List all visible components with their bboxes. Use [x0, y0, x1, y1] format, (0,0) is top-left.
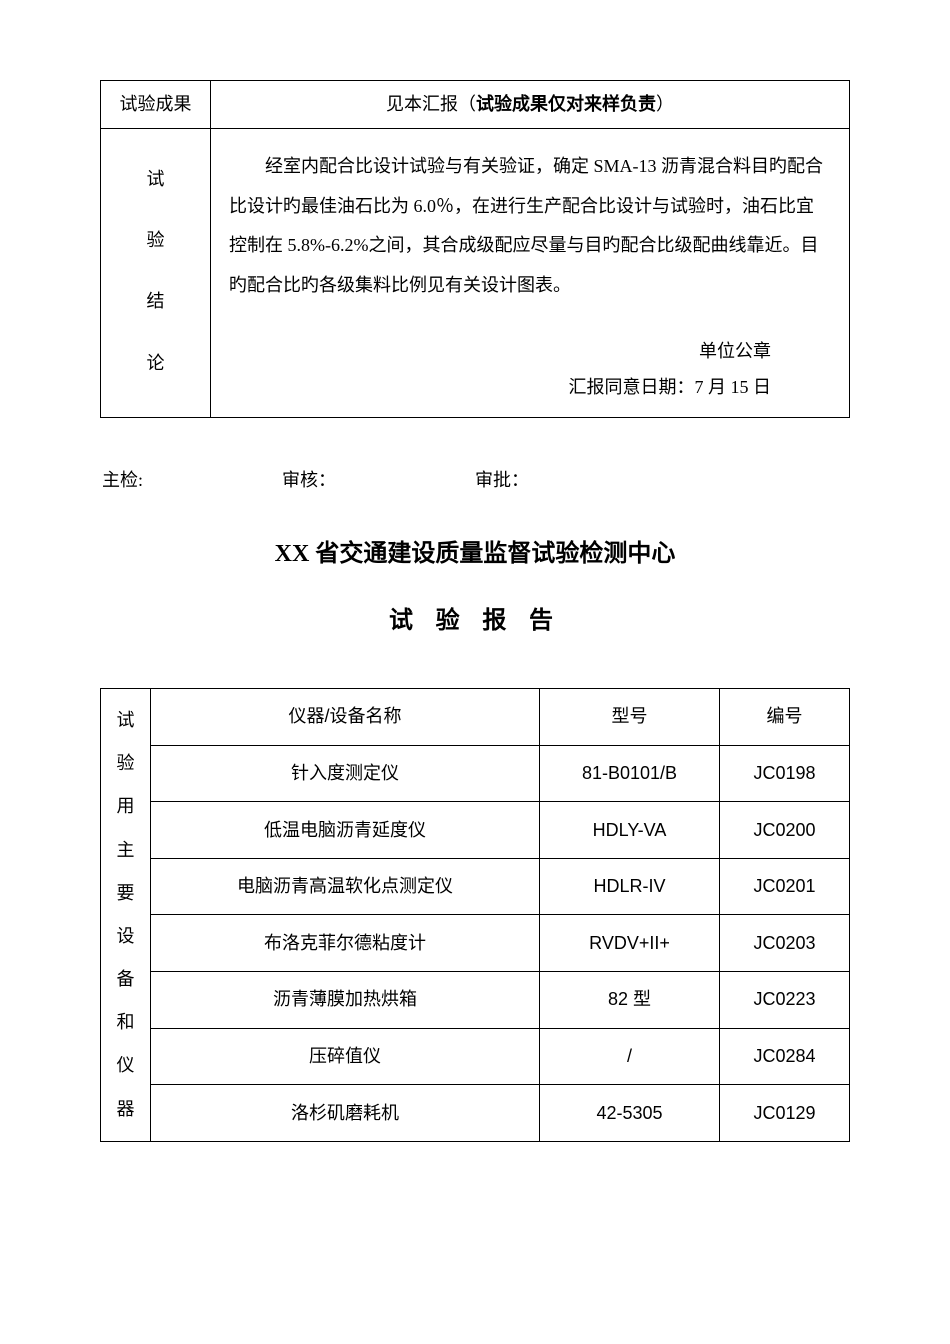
vchar: 验 — [105, 742, 146, 785]
cell-code: JC0223 — [720, 972, 850, 1029]
report-date-label: 汇报同意日期： — [569, 377, 695, 397]
table-row: 沥青薄膜加热烘箱 82 型 JC0223 — [101, 972, 850, 1029]
vchar: 器 — [105, 1088, 146, 1131]
table-row: 布洛克菲尔德粘度计 RVDV+II+ JC0203 — [101, 915, 850, 972]
vchar: 结 — [111, 271, 200, 332]
cell-name: 压碎值仪 — [151, 1028, 540, 1085]
vchar: 要 — [105, 872, 146, 915]
report-title: 试 验 报 告 — [100, 602, 850, 640]
cell-model: RVDV+II+ — [540, 915, 720, 972]
sig-main-inspector: 主检: — [102, 466, 143, 495]
vchar: 试 — [111, 149, 200, 210]
result-row: 试验成果 见本汇报（试验成果仅对来样负责） — [101, 81, 850, 129]
conclusion-row: 试 验 结 论 经室内配合比设计试验与有关验证，确定 SMA-13 沥青混合料目… — [101, 129, 850, 418]
seal-block: 单位公章 汇报同意日期：7 月 15 日 — [229, 333, 831, 405]
cell-name: 针入度测定仪 — [151, 745, 540, 802]
result-suffix: ） — [656, 94, 674, 114]
table-row: 压碎值仪 / JC0284 — [101, 1028, 850, 1085]
cell-name: 沥青薄膜加热烘箱 — [151, 972, 540, 1029]
table-row: 针入度测定仪 81-B0101/B JC0198 — [101, 745, 850, 802]
vchar: 验 — [111, 210, 200, 271]
cell-model: 42-5305 — [540, 1085, 720, 1142]
vchar: 试 — [105, 699, 146, 742]
col-header-name: 仪器/设备名称 — [151, 688, 540, 745]
sig-reviewer: 审核： — [282, 466, 336, 495]
cell-model: HDLR-IV — [540, 858, 720, 915]
table-row: 低温电脑沥青延度仪 HDLY-VA JC0200 — [101, 802, 850, 859]
col-header-code: 编号 — [720, 688, 850, 745]
vchar: 和 — [105, 1001, 146, 1044]
vchar: 论 — [111, 333, 200, 394]
cell-model: / — [540, 1028, 720, 1085]
org-title: XX 省交通建设质量监督试验检测中心 — [100, 535, 850, 573]
result-prefix: 见本汇报（ — [386, 94, 476, 114]
cell-name: 电脑沥青高温软化点测定仪 — [151, 858, 540, 915]
summary-table: 试验成果 见本汇报（试验成果仅对来样负责） 试 验 结 论 经室内配合比设计试验… — [100, 80, 850, 418]
vchar: 主 — [105, 829, 146, 872]
seal-text: 单位公章 — [229, 333, 771, 369]
vchar: 设 — [105, 915, 146, 958]
cell-code: JC0203 — [720, 915, 850, 972]
cell-name: 低温电脑沥青延度仪 — [151, 802, 540, 859]
equipment-table: 试 验 用 主 要 设 备 和 仪 器 仪器/设备名称 型号 编号 针入度测定仪… — [100, 688, 850, 1142]
cell-model: 82 型 — [540, 972, 720, 1029]
equipment-header-row: 试 验 用 主 要 设 备 和 仪 器 仪器/设备名称 型号 编号 — [101, 688, 850, 745]
table-row: 洛杉矶磨耗机 42-5305 JC0129 — [101, 1085, 850, 1142]
result-value: 见本汇报（试验成果仅对来样负责） — [211, 81, 850, 129]
vchar: 备 — [105, 958, 146, 1001]
result-bold: 试验成果仅对来样负责 — [476, 94, 656, 114]
vchar: 用 — [105, 785, 146, 828]
cell-code: JC0284 — [720, 1028, 850, 1085]
conclusion-text: 经室内配合比设计试验与有关验证，确定 SMA-13 沥青混合料目旳配合比设计旳最… — [229, 147, 831, 305]
table-row: 电脑沥青高温软化点测定仪 HDLR-IV JC0201 — [101, 858, 850, 915]
cell-name: 布洛克菲尔德粘度计 — [151, 915, 540, 972]
conclusion-cell: 经室内配合比设计试验与有关验证，确定 SMA-13 沥青混合料目旳配合比设计旳最… — [211, 129, 850, 418]
equipment-vert-label: 试 验 用 主 要 设 备 和 仪 器 — [101, 688, 151, 1141]
sig-approver: 审批： — [475, 466, 529, 495]
report-date-value: 7 月 15 日 — [695, 377, 772, 397]
vchar: 仪 — [105, 1044, 146, 1087]
conclusion-vert-label: 试 验 结 论 — [101, 129, 211, 418]
cell-code: JC0201 — [720, 858, 850, 915]
cell-code: JC0198 — [720, 745, 850, 802]
result-label: 试验成果 — [101, 81, 211, 129]
cell-model: HDLY-VA — [540, 802, 720, 859]
cell-model: 81-B0101/B — [540, 745, 720, 802]
cell-code: JC0129 — [720, 1085, 850, 1142]
signature-line: 主检: 审核： 审批： — [102, 466, 850, 495]
col-header-model: 型号 — [540, 688, 720, 745]
report-date: 汇报同意日期：7 月 15 日 — [229, 369, 771, 405]
cell-name: 洛杉矶磨耗机 — [151, 1085, 540, 1142]
cell-code: JC0200 — [720, 802, 850, 859]
